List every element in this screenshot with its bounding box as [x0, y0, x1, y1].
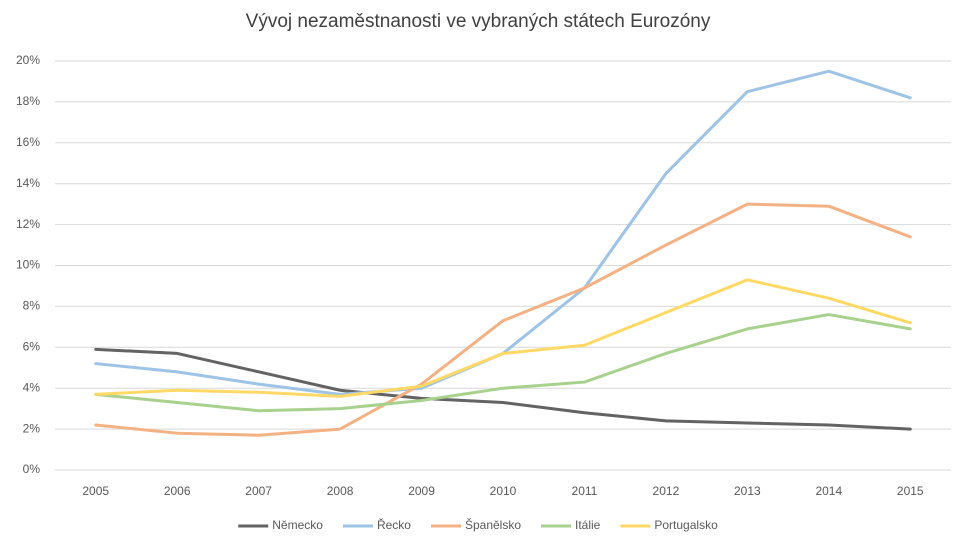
legend-label: Itálie — [575, 518, 601, 532]
legend: Německo Řecko Španělsko Itálie Portugalsko — [238, 517, 718, 532]
x-tick-label: 2007 — [245, 484, 272, 498]
series-line — [94, 313, 912, 413]
y-tick-label: 6% — [23, 339, 41, 353]
chart-title: Vývoj nezaměstnanosti ve vybraných státe… — [246, 11, 711, 32]
series-line — [94, 202, 912, 437]
y-tick-label: 18% — [16, 94, 40, 108]
x-tick-label: 2015 — [897, 484, 924, 498]
y-tick-label: 16% — [16, 135, 40, 149]
x-tick-label: 2010 — [490, 484, 517, 498]
y-tick-label: 4% — [23, 380, 41, 394]
legend-label: Španělsko — [465, 517, 521, 532]
x-tick-label: 2005 — [82, 484, 109, 498]
y-tick-label: 20% — [16, 53, 40, 67]
series-line — [94, 347, 912, 431]
y-tick-label: 8% — [23, 299, 41, 313]
x-tick-label: 2012 — [653, 484, 680, 498]
y-tick-label: 12% — [16, 217, 40, 231]
y-tick-label: 0% — [23, 462, 41, 476]
y-tick-label: 14% — [16, 176, 40, 190]
y-tick-label: 10% — [16, 258, 40, 272]
y-tick-label: 2% — [23, 421, 41, 435]
x-tick-label: 2008 — [327, 484, 354, 498]
x-tick-label: 2014 — [815, 484, 842, 498]
legend-label: Portugalsko — [654, 518, 718, 532]
x-tick-label: 2006 — [164, 484, 191, 498]
legend-label: Německo — [272, 518, 323, 532]
legend-label: Řecko — [377, 517, 411, 532]
series-line — [94, 69, 912, 396]
x-tick-label: 2009 — [408, 484, 435, 498]
series-line — [94, 278, 912, 398]
x-tick-label: 2011 — [572, 484, 598, 498]
x-tick-label: 2013 — [734, 484, 761, 498]
